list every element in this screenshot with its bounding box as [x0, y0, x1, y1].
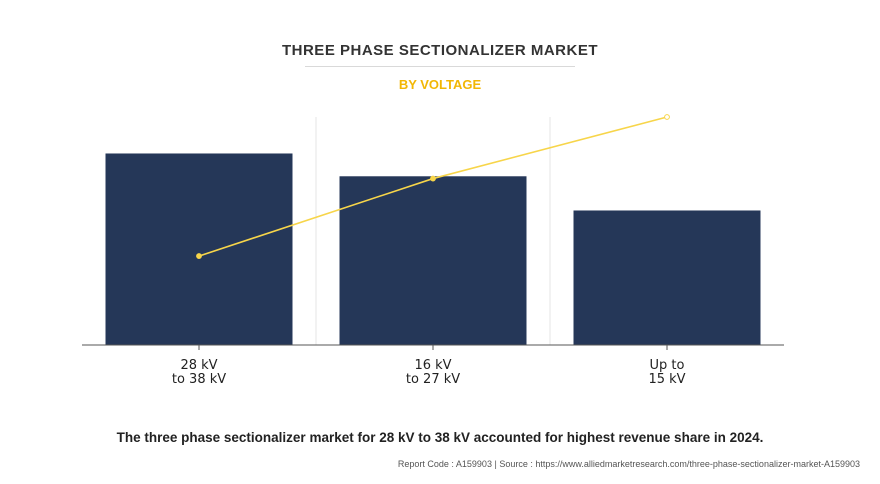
- x-tick-label: 28 kV to 38 kV: [172, 358, 226, 387]
- source-footer: Report Code : A159903 | Source : https:/…: [398, 459, 860, 469]
- report-code: Report Code : A159903: [397, 459, 492, 469]
- x-tick-label-line: to 27 kV: [406, 372, 460, 387]
- x-tick-label-line: 28 kV: [180, 358, 217, 373]
- x-tick-label-line: 15 kV: [648, 372, 685, 387]
- x-tick-label: 16 kV to 27 kV: [406, 358, 460, 387]
- x-tick-label-line: to 38 kV: [172, 372, 226, 387]
- bar: [339, 176, 527, 345]
- chart-subtitle: BY VOLTAGE: [398, 77, 482, 92]
- trend-point: [430, 175, 436, 182]
- x-tick-label-line: Up to: [650, 358, 685, 373]
- bar: [105, 153, 293, 345]
- trend-point: [196, 253, 202, 259]
- title-divider: [305, 66, 575, 67]
- footer-separator: |: [494, 459, 497, 469]
- x-tick-label-line: 16 kV: [414, 358, 451, 373]
- chart-caption: The three phase sectionalizer market for…: [116, 430, 764, 445]
- chart-title: THREE PHASE SECTIONALIZER MARKET: [281, 42, 598, 59]
- trend-point: [664, 114, 670, 120]
- source-link[interactable]: Source : https://www.alliedmarketresearc…: [499, 459, 860, 469]
- x-tick-label: Up to 15 kV: [648, 358, 685, 387]
- bar: [573, 210, 761, 345]
